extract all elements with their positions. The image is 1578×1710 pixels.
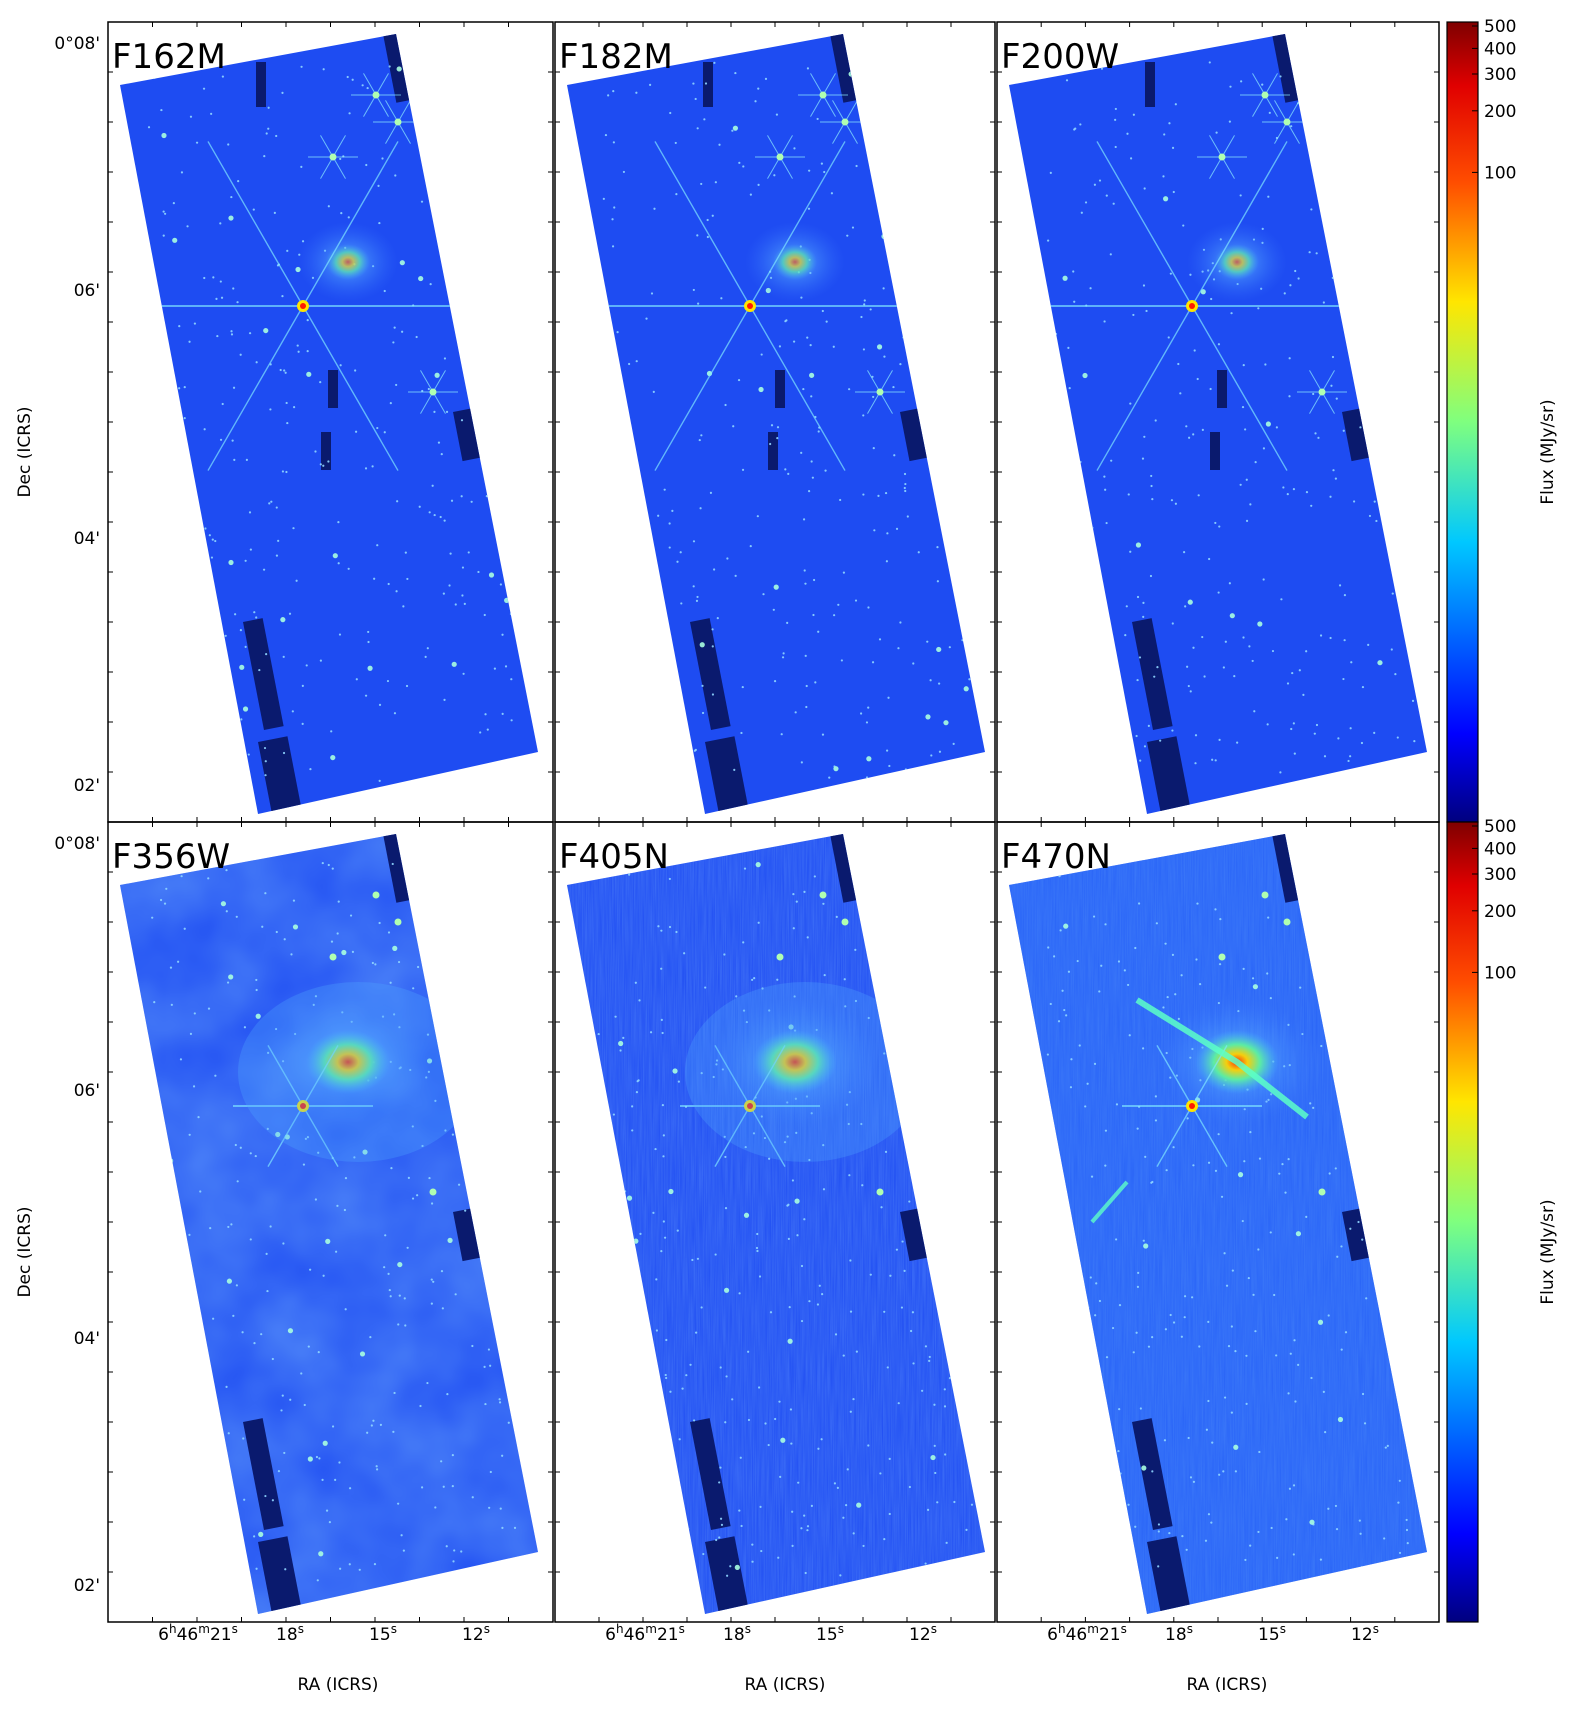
- colorbar-tick-label: 400: [1484, 39, 1516, 59]
- ra-tick-label: 15s: [816, 1622, 844, 1645]
- dec-tick-label: 04': [74, 1329, 100, 1349]
- dec-tick-label: 0°08': [54, 834, 100, 854]
- sky-image: [1009, 34, 1427, 814]
- filter-label: F200W: [1001, 37, 1119, 77]
- frame-ticks: [555, 22, 995, 822]
- ra-tick-label: 6h46m21s: [158, 1622, 238, 1645]
- colorbar-title: Flux (MJy/sr): [1538, 399, 1558, 504]
- frame-ticks: [108, 822, 553, 1622]
- dec-axis-title: Dec (ICRS): [15, 406, 35, 497]
- panel-f162m: F162M: [107, 21, 554, 823]
- colorbar-tick-label: 500: [1484, 17, 1516, 37]
- ra-tick-label: 15s: [369, 1622, 397, 1645]
- colorbar-tick-label: 300: [1484, 865, 1516, 885]
- dec-tick-label: 0°08': [54, 34, 100, 54]
- colorbar-tick-label: 300: [1484, 65, 1516, 85]
- colorbar-tick-label: 500: [1484, 817, 1516, 837]
- filter-label: F162M: [112, 37, 226, 77]
- filter-label: F405N: [559, 837, 669, 877]
- ra-tick-label: 18s: [276, 1622, 304, 1645]
- dec-tick-label: 04': [74, 529, 100, 549]
- panel-f405n: F405N: [554, 821, 996, 1623]
- colorbar-tick-label: 200: [1484, 102, 1516, 122]
- frame-ticks: [555, 822, 995, 1622]
- colorbar-tick-label: 200: [1484, 902, 1516, 922]
- colorbar-title: Flux (MJy/sr): [1538, 1199, 1558, 1304]
- panel-f356w: F356W: [107, 821, 554, 1623]
- ra-tick-label: 15s: [1258, 1622, 1286, 1645]
- ra-tick-label: 6h46m21s: [605, 1622, 685, 1645]
- ra-axis-title: RA (ICRS): [745, 1675, 826, 1695]
- panel-f200w: F200W: [996, 21, 1440, 823]
- filter-label: F470N: [1001, 837, 1111, 877]
- colorbar-tick-label: 400: [1484, 839, 1516, 859]
- dec-tick-label: 06': [74, 1081, 100, 1101]
- dec-axis-title: Dec (ICRS): [15, 1206, 35, 1297]
- ra-axis-title: RA (ICRS): [1187, 1675, 1268, 1695]
- colorbar-tick-label: 100: [1484, 163, 1516, 183]
- ra-tick-label: 12s: [1351, 1622, 1379, 1645]
- panel-f470n: F470N: [996, 821, 1440, 1623]
- sky-image: [120, 34, 538, 814]
- frame-ticks: [997, 22, 1439, 822]
- ra-tick-label: 6h46m21s: [1047, 1622, 1127, 1645]
- frame-ticks: [108, 22, 553, 822]
- ra-tick-label: 18s: [1165, 1622, 1193, 1645]
- ra-tick-label: 12s: [909, 1622, 937, 1645]
- filter-label: F182M: [559, 37, 673, 77]
- filter-label: F356W: [112, 837, 230, 877]
- dec-tick-label: 06': [74, 281, 100, 301]
- dec-tick-label: 02': [74, 1576, 100, 1596]
- frame-ticks: [997, 822, 1439, 1622]
- panel-f182m: F182M: [554, 21, 996, 823]
- dec-tick-label: 02': [74, 776, 100, 796]
- sky-image: [567, 34, 985, 814]
- ra-tick-label: 12s: [462, 1622, 490, 1645]
- colorbar-tick-label: 100: [1484, 963, 1516, 983]
- ra-axis-title: RA (ICRS): [298, 1675, 379, 1695]
- ra-tick-label: 18s: [723, 1622, 751, 1645]
